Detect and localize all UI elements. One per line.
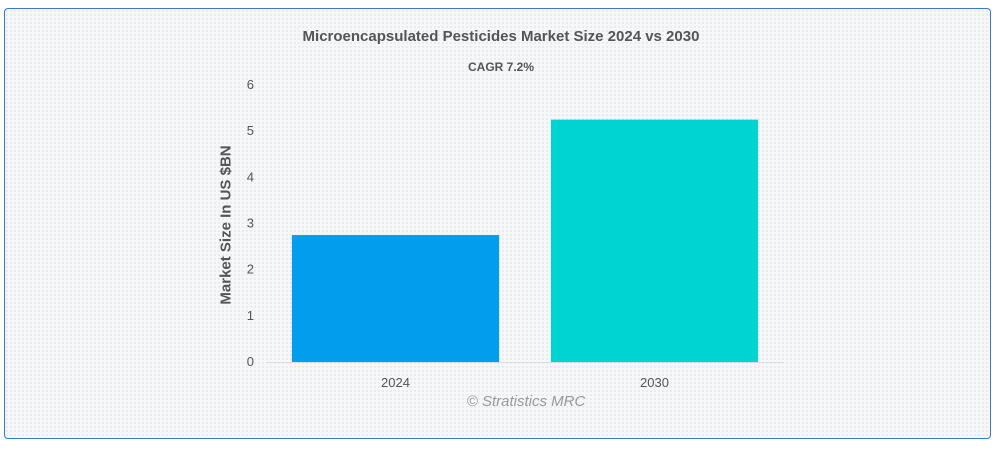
y-tick-label: 3 (247, 216, 254, 231)
y-tick-label: 6 (247, 77, 254, 92)
x-tick-label: 2024 (381, 375, 410, 390)
y-tick-label: 0 (247, 354, 254, 369)
y-tick-label: 4 (247, 169, 254, 184)
y-tick-label: 5 (247, 123, 254, 138)
chart-subtitle: CAGR 7.2% (467, 60, 535, 74)
y-tick-label: 2 (247, 262, 254, 277)
bar-2030[interactable] (550, 119, 759, 362)
chart-title: Microencapsulated Pesticides Market Size… (302, 28, 700, 45)
y-tick-label: 1 (247, 308, 254, 323)
bar-2024[interactable] (291, 235, 500, 362)
x-tick-label: 2030 (640, 375, 669, 390)
chart-container (4, 8, 991, 439)
watermark: © Stratistics MRC (466, 393, 586, 410)
